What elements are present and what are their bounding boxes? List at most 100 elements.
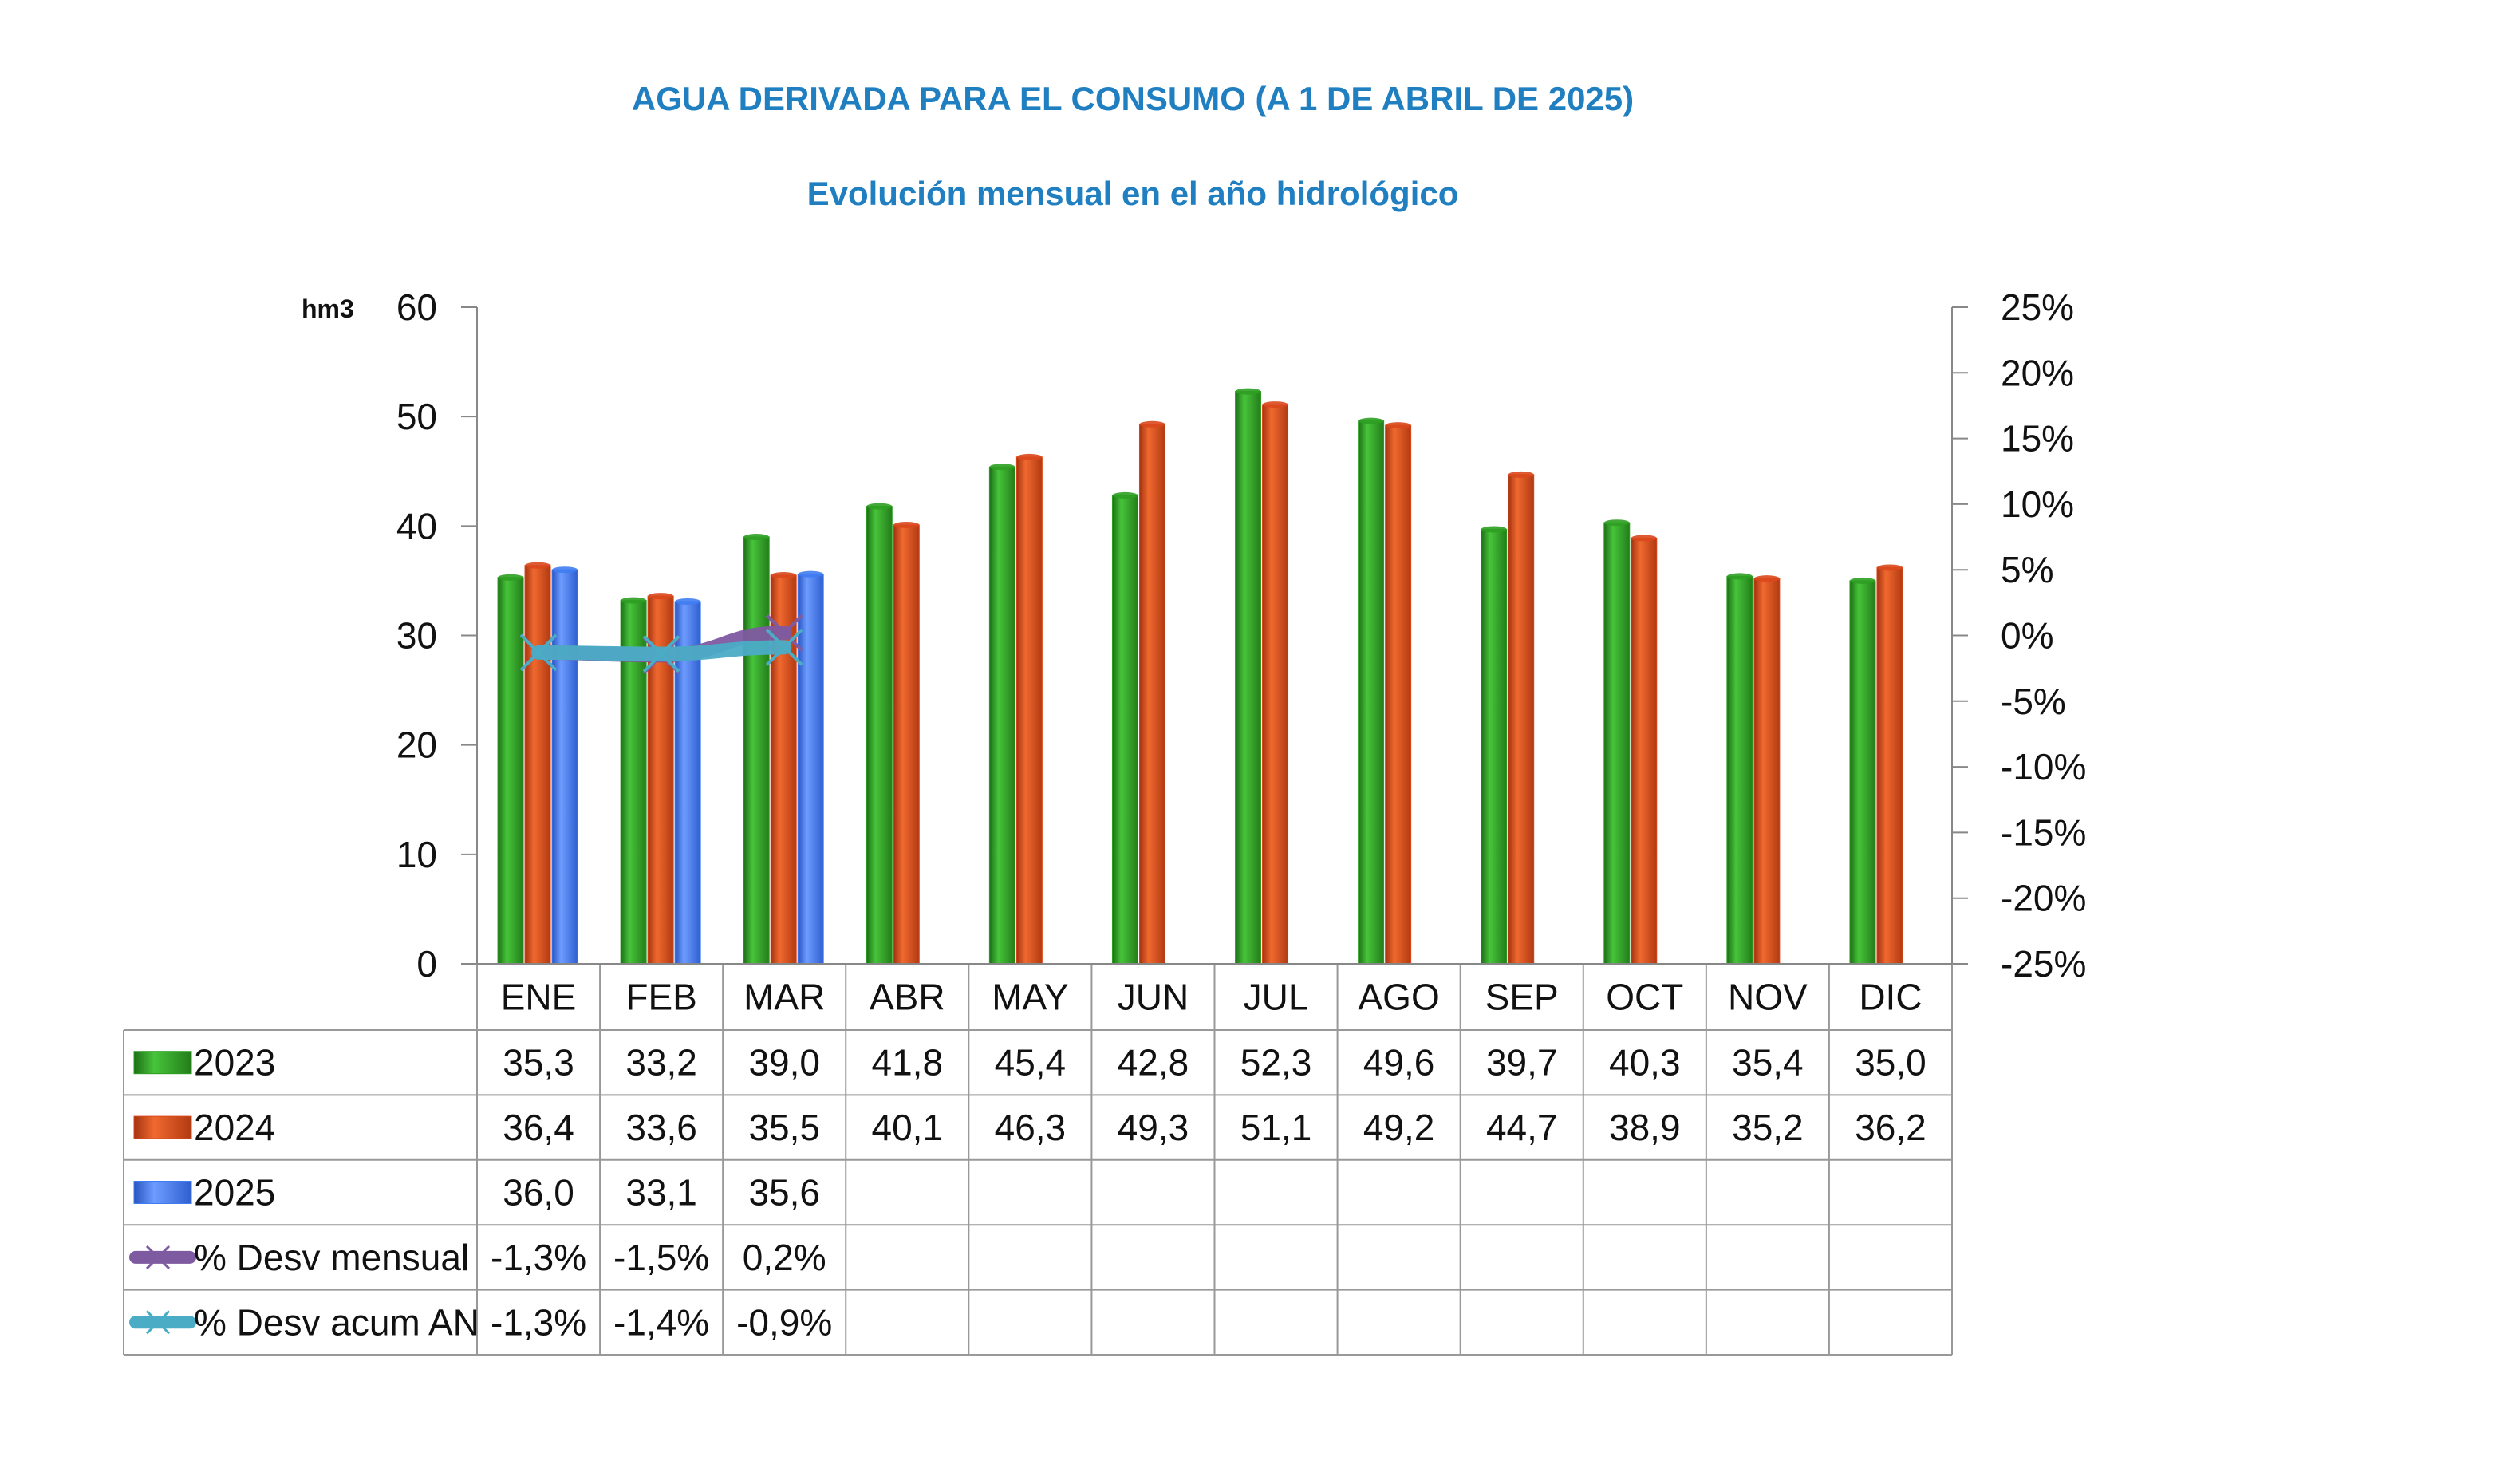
y-axis-left-tick-label: 30 (396, 615, 437, 657)
legend-label-% Desv acum AN: % Desv acum AN (194, 1301, 479, 1343)
table-cell-value: 51,1 (1240, 1107, 1312, 1148)
table-cell-value: 41,8 (872, 1042, 944, 1083)
table-cell-value: 52,3 (1240, 1042, 1312, 1083)
bar-2023-ENE (497, 577, 524, 965)
x-tick-label: JUL (1244, 977, 1309, 1018)
bar-top-2023-MAY (989, 464, 1015, 471)
table-cell-value: 36,2 (1855, 1107, 1926, 1148)
table-cell-value: 35,5 (748, 1107, 820, 1148)
bar-top-2023-NOV (1726, 573, 1753, 580)
bar-2023-NOV (1726, 575, 1753, 965)
table-cell-value: 33,6 (625, 1107, 697, 1148)
table-cell-value: 33,2 (625, 1042, 697, 1083)
bars-group (497, 388, 1903, 965)
bar-2024-DIC (1876, 566, 1903, 965)
legend-key-2023 (133, 1051, 192, 1075)
y-axis-left: 0 10 20 30 40 50 60 (396, 286, 478, 985)
lines-group (519, 614, 803, 674)
y-axis-left-tick-label: 0 (416, 943, 437, 985)
x-tick-label: MAY (992, 977, 1068, 1018)
bar-top-2023-JUN (1112, 491, 1138, 499)
y-axis-right-tick-label: -25% (2001, 943, 2086, 985)
table-cell-value: 35,0 (1855, 1042, 1926, 1083)
bar-top-2025-ENE (552, 566, 578, 574)
table-cell-value: 42,8 (1118, 1042, 1189, 1083)
bar-2023-DIC (1849, 580, 1876, 965)
line-point-% Desv acum AN (519, 633, 558, 672)
legend-label-2025: 2025 (194, 1172, 275, 1214)
y-axis-left-tick-label: 50 (396, 396, 437, 437)
bar-top-2023-MAR (743, 534, 770, 541)
bar-top-2023-ENE (498, 574, 524, 581)
bar-2023-OCT (1603, 522, 1631, 965)
bar-top-2023-ABR (866, 503, 893, 510)
legend-label-% Desv mensual: % Desv mensual (194, 1237, 469, 1278)
y-axis-right: -25% -20% -15% -10% -5% 0% 5% 10% 15% 20% 25% (1951, 286, 2086, 985)
legend-key-2025 (133, 1181, 192, 1204)
table-cell-value: 35,4 (1732, 1042, 1804, 1083)
bar-2023-SEP (1481, 528, 1508, 965)
data-table: ENE FEB MAR ABR MAY JUN JUL AGO SEP OCT NOV DIC 2023… (123, 963, 1953, 1356)
bar-top-2024-FEB (648, 593, 674, 600)
table-cell-value: 46,3 (995, 1107, 1067, 1148)
bar-top-2023-JUL (1235, 388, 1261, 395)
table-cell-value: 39,7 (1486, 1042, 1558, 1083)
legend-key-marker (145, 1310, 171, 1335)
legend-label-2024: 2024 (194, 1107, 275, 1148)
y-axis-right-tick-label: 20% (2001, 352, 2074, 393)
table-cell-value: -1,4% (613, 1301, 709, 1343)
y-axis-right-tick-label: -5% (2001, 681, 2066, 722)
table-cell-value: 0,2% (743, 1237, 826, 1278)
bar-2025-FEB (674, 601, 701, 965)
bar-2024-SEP (1508, 474, 1535, 965)
table-cell-value: 40,1 (872, 1107, 944, 1148)
y-axis-right-tick-label: 5% (2001, 549, 2053, 590)
x-tick-label: AGO (1359, 977, 1440, 1018)
bar-top-2024-ENE (525, 562, 551, 569)
table-cell-value: -1,3% (491, 1301, 586, 1343)
bar-2024-JUL (1262, 404, 1289, 965)
bar-top-2024-MAR (771, 572, 797, 579)
bar-2023-JUL (1235, 391, 1262, 965)
table-cell-value: 49,2 (1363, 1107, 1435, 1148)
table-cell-value: 39,0 (748, 1042, 820, 1083)
bar-2024-OCT (1631, 537, 1658, 965)
x-tick-label: DIC (1859, 977, 1922, 1018)
legend-label-2023: 2023 (194, 1042, 275, 1083)
bar-2023-MAR (743, 536, 770, 965)
bar-top-2025-MAR (798, 570, 824, 578)
table-cell-value: 44,7 (1486, 1107, 1558, 1148)
table-cell-value: 36,0 (503, 1172, 574, 1214)
bar-top-2025-FEB (675, 598, 701, 605)
y-axis-left-tick-label: 20 (396, 724, 437, 766)
y-axis-right-tick-label: 15% (2001, 418, 2074, 460)
legend-key-2024 (133, 1115, 192, 1139)
bar-2023-AGO (1358, 420, 1385, 965)
table-cell-value: 40,3 (1609, 1042, 1681, 1083)
bar-2023-MAY (988, 466, 1015, 965)
bar-top-2023-FEB (621, 597, 647, 604)
x-tick-label: ENE (501, 977, 577, 1018)
chart-subtitle: Evolución mensual en el año hidrológico (807, 175, 1459, 212)
x-tick-label: OCT (1606, 977, 1683, 1018)
x-tick-label: SEP (1485, 977, 1559, 1018)
bar-2025-ENE (551, 569, 578, 965)
legend-key-marker (145, 1245, 171, 1269)
y-axis-right-tick-label: 25% (2001, 286, 2074, 328)
x-tick-label: NOV (1728, 977, 1808, 1018)
bar-2024-JUN (1138, 424, 1165, 965)
x-tick-label: FEB (625, 977, 696, 1018)
y-axis-unit-label: hm3 (302, 294, 354, 323)
bar-2023-JUN (1111, 495, 1138, 965)
x-tick-label: ABR (870, 977, 945, 1018)
table-cell-value: 35,3 (503, 1042, 574, 1083)
table-cell-value: 35,2 (1732, 1107, 1804, 1148)
table-cell-value: 36,4 (503, 1107, 574, 1148)
y-axis-right-tick-label: 10% (2001, 483, 2074, 525)
bar-2023-ABR (866, 506, 893, 965)
bar-top-2023-DIC (1849, 577, 1875, 584)
bar-2024-ENE (524, 565, 551, 965)
bar-top-2024-MAY (1016, 453, 1043, 460)
bar-top-2023-AGO (1358, 417, 1384, 424)
bar-top-2024-JUN (1139, 420, 1165, 428)
